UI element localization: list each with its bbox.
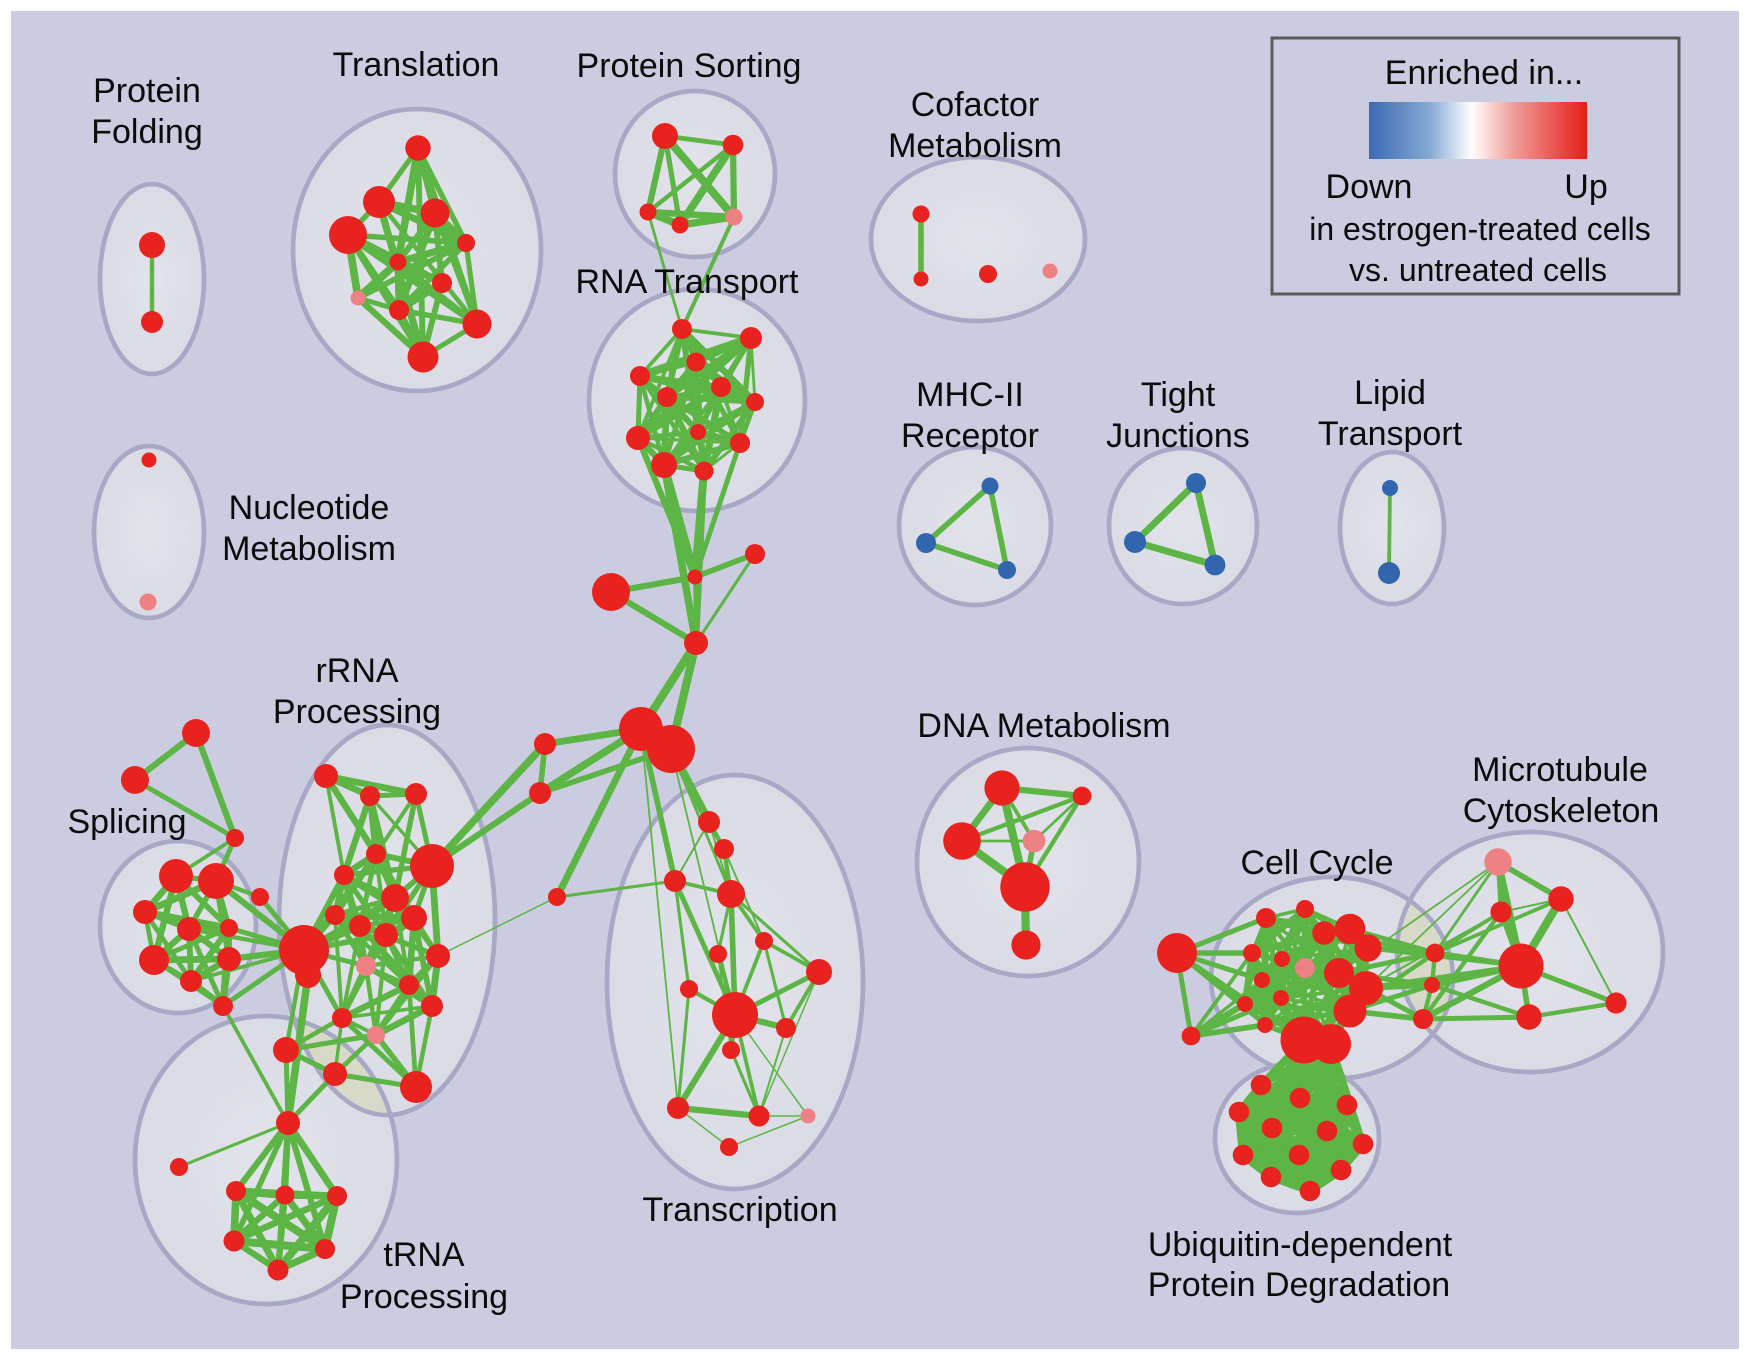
svg-text:Protein: Protein <box>93 72 201 110</box>
svg-text:Lipid: Lipid <box>1354 374 1426 412</box>
svg-text:Translation: Translation <box>333 46 500 84</box>
svg-text:rRNA: rRNA <box>315 652 398 690</box>
svg-text:vs. untreated cells: vs. untreated cells <box>1349 252 1607 288</box>
svg-text:Junctions: Junctions <box>1106 417 1250 455</box>
svg-text:Cell Cycle: Cell Cycle <box>1240 844 1393 882</box>
svg-text:Microtubule: Microtubule <box>1472 751 1648 789</box>
svg-text:tRNA: tRNA <box>383 1236 465 1274</box>
svg-text:Splicing: Splicing <box>67 803 186 841</box>
svg-text:Transport: Transport <box>1318 415 1463 453</box>
svg-text:Protein Sorting: Protein Sorting <box>577 47 802 85</box>
svg-text:Enriched in...: Enriched in... <box>1385 54 1583 92</box>
svg-text:MHC-II: MHC-II <box>916 376 1024 414</box>
svg-text:Cofactor: Cofactor <box>911 86 1040 124</box>
svg-text:Processing: Processing <box>273 693 441 731</box>
svg-text:Ubiquitin-dependent: Ubiquitin-dependent <box>1148 1226 1453 1264</box>
svg-text:DNA Metabolism: DNA Metabolism <box>917 707 1170 745</box>
svg-text:Transcription: Transcription <box>642 1191 837 1229</box>
svg-text:Receptor: Receptor <box>901 417 1039 455</box>
svg-text:Down: Down <box>1326 168 1413 206</box>
svg-text:Processing: Processing <box>340 1278 508 1316</box>
svg-text:Tight: Tight <box>1141 376 1216 414</box>
svg-text:Protein Degradation: Protein Degradation <box>1148 1266 1450 1304</box>
svg-text:Nucleotide: Nucleotide <box>229 489 390 527</box>
svg-text:Up: Up <box>1564 168 1607 206</box>
svg-text:Metabolism: Metabolism <box>888 127 1062 165</box>
svg-text:in estrogen-treated cells: in estrogen-treated cells <box>1309 211 1651 247</box>
svg-text:Cytoskeleton: Cytoskeleton <box>1463 792 1660 830</box>
svg-text:Metabolism: Metabolism <box>222 530 396 568</box>
svg-text:RNA Transport: RNA Transport <box>576 263 800 301</box>
svg-text:Folding: Folding <box>91 113 203 151</box>
